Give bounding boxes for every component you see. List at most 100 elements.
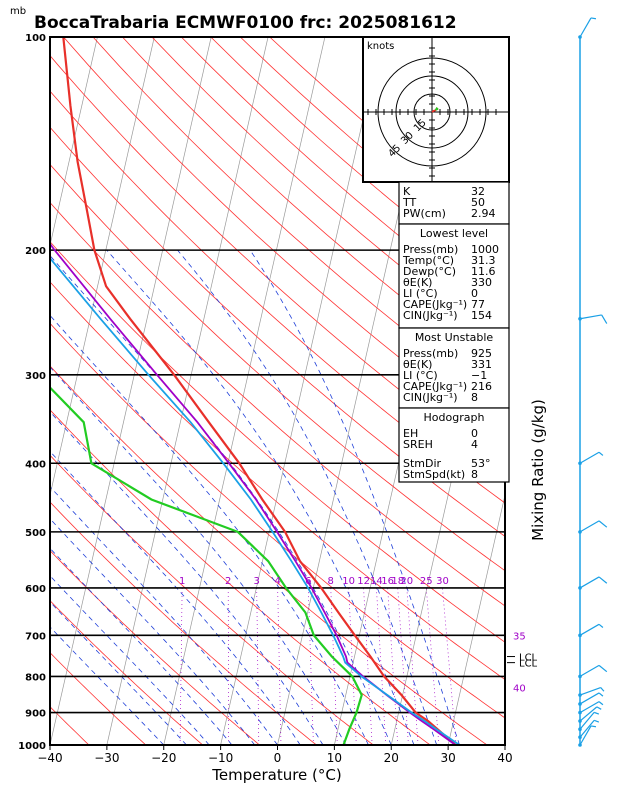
mixing-ratio-label: 20	[400, 576, 413, 587]
side-label: 40	[513, 684, 526, 695]
isotherm-line	[562, 37, 618, 745]
dewpoint-profile	[50, 385, 363, 745]
mixing-ratio-label: 4	[274, 576, 280, 587]
mixing-ratio-label: 14	[370, 576, 383, 587]
wind-barb-dot	[578, 727, 582, 732]
index-section-header: Lowest level	[420, 227, 488, 240]
index-label: StmDir	[403, 457, 442, 470]
wind-barb-flag	[600, 687, 605, 692]
mixing-ratio-line	[277, 587, 282, 745]
index-box	[398, 407, 510, 483]
index-label: Press(mb)	[403, 347, 458, 360]
mixing-ratio-label: 18	[391, 576, 404, 587]
index-value: 154	[471, 309, 492, 322]
pressure-tick-label: 100	[25, 33, 46, 44]
index-box	[398, 181, 510, 225]
index-value: 331	[471, 358, 492, 371]
dry-adiabat-line	[92, 37, 505, 409]
moist-adiabat-line	[50, 314, 369, 745]
wind-barb-dot	[578, 743, 582, 747]
lcl-label: LCL	[519, 653, 538, 664]
wind-barb-shaft	[579, 701, 600, 714]
index-box	[398, 223, 510, 329]
wind-barb-shaft	[579, 664, 600, 677]
index-value: 31.3	[471, 254, 496, 267]
index-value: 8	[471, 391, 478, 404]
wind-barb-shaft	[579, 451, 600, 464]
moist-adiabat-line	[50, 547, 233, 745]
wind-barb-flag	[598, 664, 608, 673]
dry-adiabat-line	[50, 55, 505, 471]
pressure-tick-label: 800	[25, 672, 46, 683]
index-label: θE(K)	[403, 358, 432, 371]
pressure-tick-label: 500	[25, 528, 46, 539]
wind-barb-dot	[578, 719, 582, 723]
wind-barb-shaft	[579, 692, 600, 705]
mixing-ratio-label: 30	[436, 576, 449, 587]
index-label: CIN(Jkg⁻¹)	[403, 391, 458, 404]
isotherm-line	[50, 37, 212, 745]
wind-barb-flag	[598, 520, 608, 528]
wind-barb-dot	[578, 735, 582, 740]
parcel-virtual-profile	[50, 256, 461, 745]
index-value: 330	[471, 276, 492, 289]
mixing-ratio-label: 6	[305, 576, 311, 587]
wind-barb-flag	[593, 719, 600, 723]
hodograph-trace-line-upper	[434, 106, 439, 111]
moist-adiabat-line	[50, 626, 165, 745]
mixing-ratio-line	[330, 587, 338, 745]
wind-barb-shaft	[579, 623, 600, 636]
wind-barb-dot	[578, 702, 582, 706]
wind-barb-flag	[590, 725, 597, 728]
pressure-tick-label: 1000	[18, 741, 46, 752]
dry-adiabat-line	[50, 201, 505, 607]
index-value: 4	[471, 438, 478, 451]
wind-barbs	[578, 17, 608, 747]
mixing-ratio-label: 25	[420, 576, 433, 587]
wind-barb-dot	[578, 633, 582, 638]
index-label: Dewp(°C)	[403, 265, 456, 278]
index-value: 0	[471, 287, 478, 300]
pressure-tick-label: 900	[25, 709, 46, 720]
index-label: TT	[402, 196, 417, 209]
mixing-ratio-label: 10	[342, 576, 355, 587]
dry-adiabat-line	[50, 501, 317, 745]
wind-barb-dot	[578, 710, 582, 715]
x-axis-label: Temperature (°C)	[211, 766, 341, 784]
wind-barb-shaft	[579, 17, 592, 38]
mixing-ratio-lines	[179, 587, 457, 745]
moist-adiabat-line	[50, 601, 187, 745]
index-value: 50	[471, 196, 485, 209]
dry-adiabat-line	[50, 90, 505, 504]
wind-barb-flag	[596, 706, 602, 710]
profile-lines	[50, 37, 461, 745]
isotherm-line	[163, 37, 326, 745]
temperature-tick-label: 10	[327, 751, 342, 765]
temperature-tick-label: 0	[274, 751, 282, 765]
index-section-header: Most Unstable	[415, 331, 494, 344]
mixing-ratio-label: 3	[254, 576, 260, 587]
hodograph-trace	[431, 106, 439, 113]
index-value: 77	[471, 298, 485, 311]
wind-barb-shaft	[579, 686, 601, 696]
temperature-profile	[62, 37, 457, 745]
index-label: CIN(Jkg⁻¹)	[403, 309, 458, 322]
temperature-tick-label: 40	[497, 751, 512, 765]
wind-barb-shaft	[579, 576, 600, 589]
wind-barb-shaft	[579, 706, 598, 722]
index-section-header: Hodograph	[424, 411, 485, 424]
wind-barb-flag	[598, 701, 604, 706]
index-label: LI (°C)	[403, 287, 438, 300]
isotherm-lines	[50, 37, 618, 745]
hodograph-ring	[395, 75, 469, 149]
mixing-ratio-line	[387, 587, 399, 745]
index-label: θE(K)	[403, 276, 432, 289]
isotherm-line	[447, 493, 505, 745]
index-box	[398, 327, 510, 409]
wind-barb-dot	[578, 693, 582, 697]
index-value: 53°	[471, 457, 491, 470]
index-value: 11.6	[471, 265, 496, 278]
